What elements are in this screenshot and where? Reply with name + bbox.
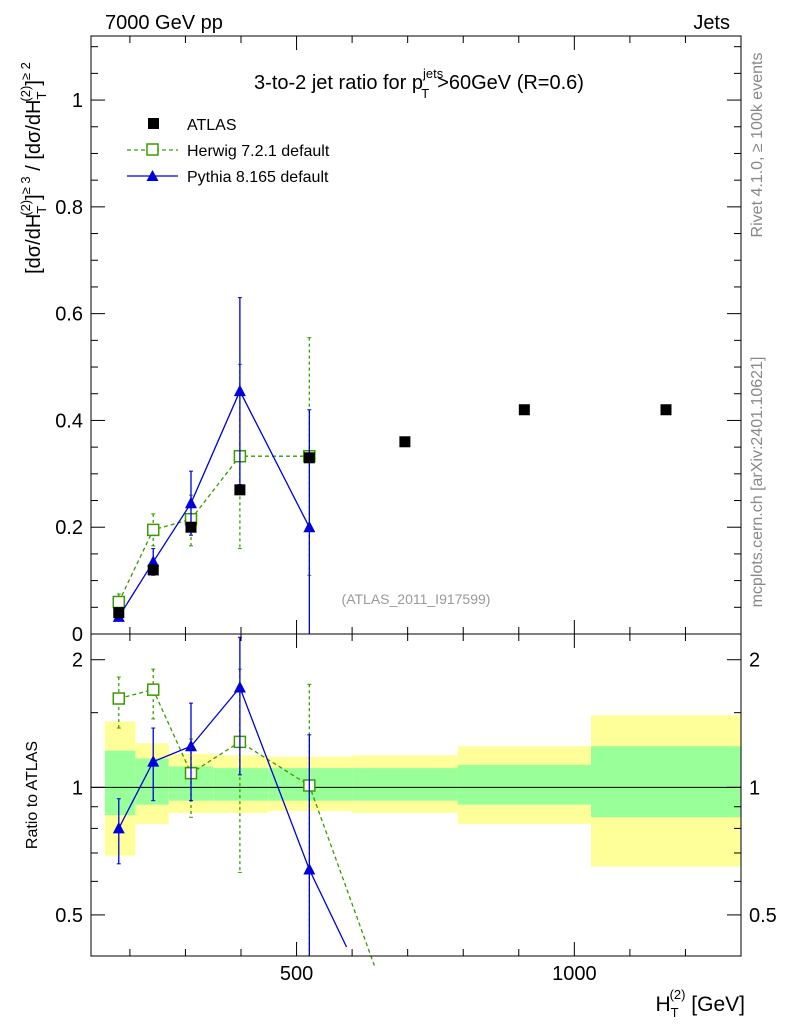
ratio-xlabel: HT(2) [GeV] (655, 987, 745, 1020)
data-point-atlas (660, 404, 672, 416)
legend-label-pythia: Pythia 8.165 default (187, 169, 329, 186)
uncertainty-band-green (213, 768, 269, 801)
data-point-pythia (147, 555, 160, 567)
rivet-label: Rivet 4.1.0, ≥ 100k events (749, 53, 766, 238)
ratio-point-pythia (112, 821, 125, 834)
data-point-atlas (185, 521, 197, 533)
ratio-point-herwig (146, 683, 160, 696)
main-ylabel: [dσ/dHT(2)]≥ 3 / [dσ/dHT(2)]≥ 2 (18, 62, 49, 274)
legend-marker-pythia (146, 170, 159, 181)
ratio-frame (90, 633, 742, 957)
uncertainty-band-green (457, 764, 591, 805)
ratio-ylabel: Ratio to ATLAS (24, 741, 41, 849)
ratio-point-pythia (147, 755, 160, 767)
data-point-atlas (399, 436, 411, 448)
legend-label-atlas: ATLAS (187, 117, 237, 134)
ratio-point-pythia (185, 739, 197, 752)
header-left: 7000 GeV pp (105, 12, 223, 34)
mcplots-label: mcplots.cern.ch [arXiv:2401.10621] (749, 357, 766, 608)
data-point-atlas (113, 607, 125, 619)
ratio-point-pythia (303, 862, 316, 875)
ratio-ytick-label: 2 (72, 650, 83, 672)
data-point-atlas (518, 404, 530, 416)
legend-marker-atlas (148, 118, 159, 129)
uncertainty-band-green (591, 746, 741, 818)
main-ytick-label: 0.6 (55, 304, 83, 326)
series-line-pythia (118, 389, 310, 618)
ratio-ytick-label-right: 1 (749, 777, 760, 799)
ratio-panel: 0.5 0.5 1 1 2 2 500 1000 Ratio to ATLAS HT(2) [… (24, 633, 777, 1020)
main-ytick-label: 1 (72, 90, 83, 112)
data-point-herwig (146, 523, 160, 537)
ratio-ytick-label: 1 (72, 777, 83, 799)
data-point-herwig (112, 595, 126, 609)
uncertainty-band-green (104, 750, 136, 816)
legend: ATLAS Herwig 7.2.1 default Pythia 8.165 … (127, 117, 330, 186)
ratio-ytick-label-right: 2 (749, 650, 760, 672)
main-ytick-label: 0.4 (55, 410, 83, 432)
ratio-point-herwig (112, 692, 126, 705)
legend-marker-herwig (146, 143, 159, 156)
main-ytick-label: 0.2 (55, 517, 83, 539)
watermark: (ATLAS_2011_I917599) (342, 591, 491, 607)
ratio-ytick-label: 0.5 (55, 905, 83, 927)
main-ytick-label: 0 (72, 624, 83, 646)
data-point-atlas (303, 452, 315, 464)
data-point-pythia (233, 384, 246, 397)
main-panel: 0 0.2 0.4 0.6 0.8 1 3-to-2 jet ratio for pjet… (18, 35, 742, 646)
data-point-atlas (234, 484, 246, 496)
ratio-xtick-label: 1000 (552, 963, 597, 985)
data-point-pythia (185, 496, 197, 509)
ratio-line-pythia (118, 686, 348, 948)
legend-label-herwig: Herwig 7.2.1 default (187, 143, 330, 160)
main-ytick-label: 0.8 (55, 197, 83, 219)
ratio-xtick-label: 500 (280, 963, 313, 985)
ratio-ytick-label-right: 0.5 (749, 905, 777, 927)
uncertainty-band-green (352, 768, 458, 801)
data-point-pythia (303, 520, 316, 533)
main-title: 3-to-2 jet ratio for pjets T >60GeV (R=0.6… (254, 66, 584, 101)
data-point-atlas (147, 564, 159, 576)
header-right: Jets (693, 12, 730, 34)
ratio-point-pythia (233, 680, 246, 693)
